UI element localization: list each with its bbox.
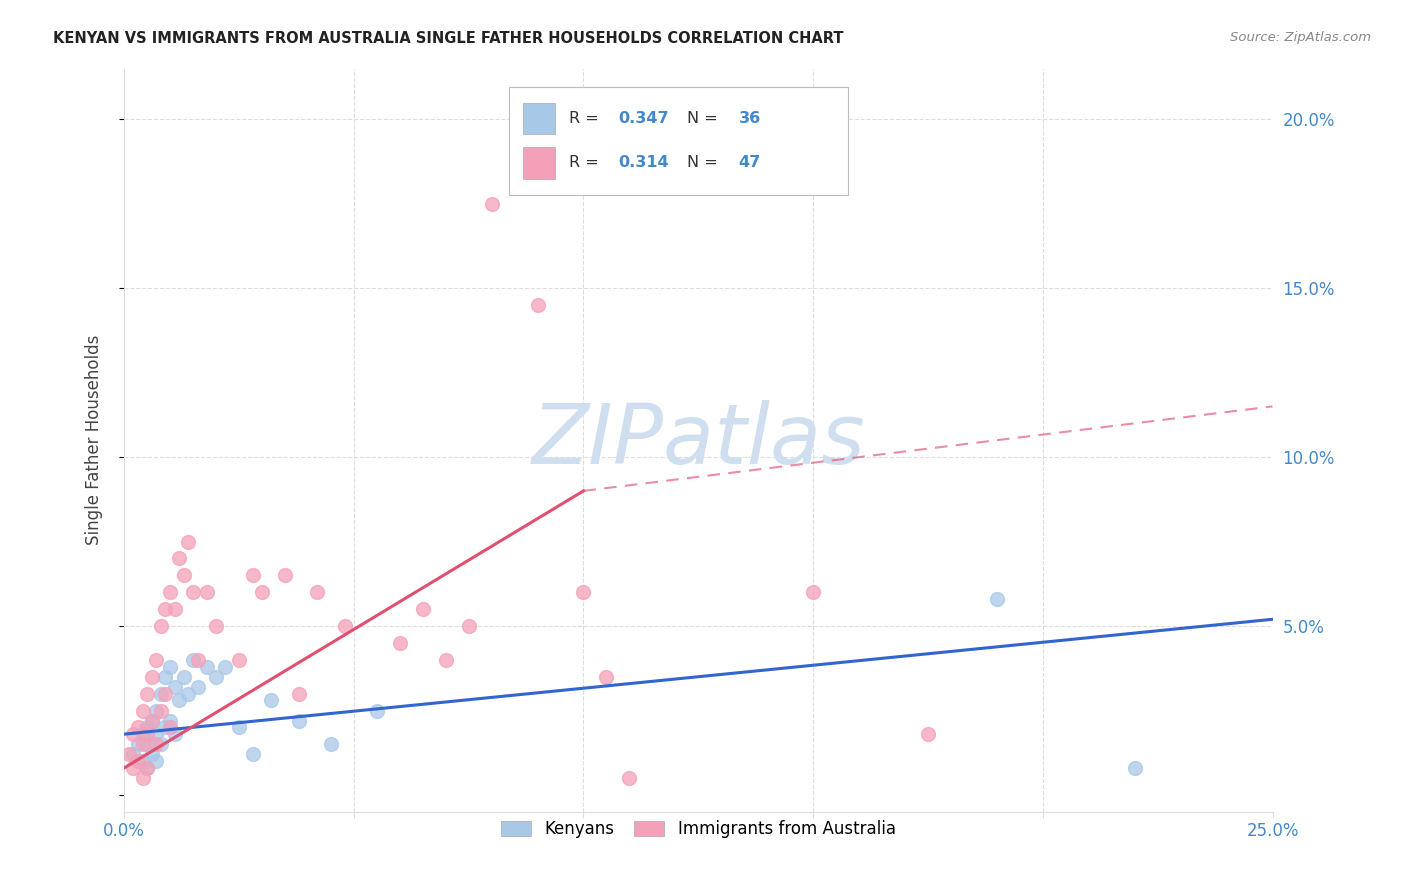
Point: [149, 704, 172, 718]
Point: [167, 551, 190, 566]
Point: [319, 737, 342, 751]
Text: R =: R =: [568, 155, 603, 170]
Point: [260, 693, 283, 707]
Point: [145, 704, 167, 718]
Point: [181, 653, 204, 667]
Point: [127, 754, 149, 768]
Text: 0.347: 0.347: [619, 111, 669, 126]
Point: [149, 737, 172, 751]
Point: [412, 602, 434, 616]
Point: [163, 602, 186, 616]
Point: [159, 585, 181, 599]
Point: [131, 737, 153, 751]
Point: [228, 720, 250, 734]
Point: [366, 704, 388, 718]
FancyBboxPatch shape: [523, 103, 555, 134]
Text: N =: N =: [688, 111, 723, 126]
Point: [205, 670, 228, 684]
FancyBboxPatch shape: [523, 147, 555, 178]
Point: [287, 687, 309, 701]
Point: [287, 714, 309, 728]
Point: [242, 747, 264, 762]
Point: [307, 585, 329, 599]
Point: [388, 636, 411, 650]
Point: [187, 680, 209, 694]
Point: [595, 670, 617, 684]
Point: [1123, 761, 1146, 775]
FancyBboxPatch shape: [509, 87, 848, 194]
Point: [619, 771, 641, 785]
Point: [457, 619, 479, 633]
Point: [242, 568, 264, 582]
Point: [155, 670, 177, 684]
Point: [159, 720, 181, 734]
Point: [572, 585, 595, 599]
Point: [131, 771, 153, 785]
Text: 36: 36: [738, 111, 761, 126]
Point: [122, 747, 145, 762]
Point: [163, 680, 186, 694]
Point: [136, 761, 159, 775]
Point: [127, 720, 149, 734]
Point: [149, 687, 172, 701]
Point: [205, 619, 228, 633]
Point: [917, 727, 939, 741]
Text: N =: N =: [688, 155, 723, 170]
Text: KENYAN VS IMMIGRANTS FROM AUSTRALIA SINGLE FATHER HOUSEHOLDS CORRELATION CHART: KENYAN VS IMMIGRANTS FROM AUSTRALIA SING…: [53, 31, 844, 46]
Point: [195, 659, 218, 673]
Point: [181, 585, 204, 599]
Point: [118, 747, 141, 762]
Point: [434, 653, 457, 667]
Point: [141, 670, 163, 684]
Point: [274, 568, 297, 582]
Point: [167, 693, 190, 707]
Point: [173, 568, 195, 582]
Point: [177, 687, 200, 701]
Point: [145, 737, 167, 751]
Point: [155, 687, 177, 701]
Y-axis label: Single Father Households: Single Father Households: [86, 335, 103, 545]
Text: ZIPatlas: ZIPatlas: [531, 400, 865, 481]
Point: [214, 659, 236, 673]
Point: [122, 727, 145, 741]
Point: [141, 747, 163, 762]
Text: Source: ZipAtlas.com: Source: ZipAtlas.com: [1230, 31, 1371, 45]
Point: [136, 737, 159, 751]
Point: [155, 602, 177, 616]
Point: [173, 670, 195, 684]
Point: [131, 727, 153, 741]
Point: [228, 653, 250, 667]
Text: R =: R =: [568, 111, 603, 126]
Point: [187, 653, 209, 667]
Point: [155, 720, 177, 734]
Point: [159, 659, 181, 673]
Text: 0.314: 0.314: [619, 155, 669, 170]
Point: [131, 704, 153, 718]
Text: 47: 47: [738, 155, 761, 170]
Point: [177, 534, 200, 549]
Point: [195, 585, 218, 599]
Point: [136, 720, 159, 734]
Point: [136, 687, 159, 701]
Point: [333, 619, 356, 633]
Point: [986, 592, 1008, 607]
Point: [526, 298, 548, 312]
Point: [136, 761, 159, 775]
Point: [145, 727, 167, 741]
Point: [159, 714, 181, 728]
Legend: Kenyans, Immigrants from Australia: Kenyans, Immigrants from Australia: [495, 814, 903, 845]
Point: [145, 754, 167, 768]
Point: [122, 761, 145, 775]
Point: [149, 619, 172, 633]
Point: [145, 653, 167, 667]
Point: [127, 737, 149, 751]
Point: [163, 727, 186, 741]
Point: [801, 585, 824, 599]
Point: [141, 714, 163, 728]
Point: [481, 196, 503, 211]
Point: [131, 754, 153, 768]
Point: [141, 714, 163, 728]
Point: [250, 585, 273, 599]
Point: [136, 727, 159, 741]
